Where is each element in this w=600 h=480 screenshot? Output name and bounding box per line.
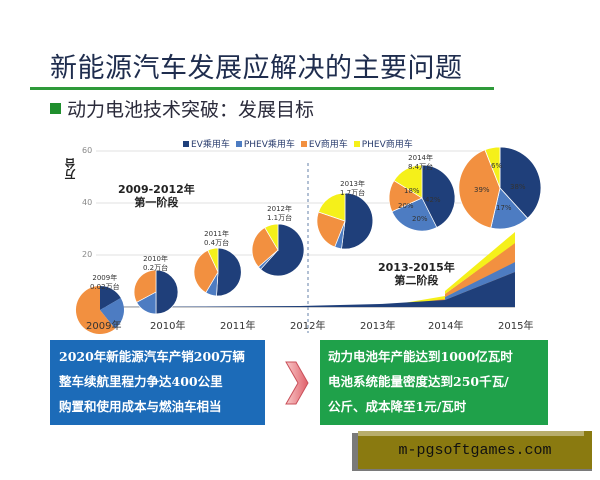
goal-line: 电池系统能量密度达到250千瓦/ — [328, 374, 509, 389]
pie-2013 — [316, 192, 374, 250]
y-tick: 20 — [82, 250, 93, 259]
goal-line: 2020年新能源汽车产销200万辆 — [59, 349, 245, 364]
slice-label: 38% — [510, 183, 526, 191]
pie-2014 — [388, 164, 456, 232]
slice-label: 6% — [491, 162, 503, 170]
legend-label: PHEV乘用车 — [243, 140, 295, 150]
x-tick: 2009年 — [86, 321, 122, 332]
pie-annotation-2013: 2013年 1.7万台 — [340, 180, 366, 197]
slice-label: 18% — [404, 187, 420, 195]
legend-item: EV乘用车 — [183, 137, 230, 150]
x-tick: 2013年 — [360, 321, 396, 332]
x-tick: 2012年 — [290, 321, 326, 332]
chart-legend: EV乘用车 PHEV乘用车 EV商用车 PHEV商用车 — [183, 137, 413, 150]
y-tick: 40 — [82, 198, 93, 207]
x-tick: 2010年 — [150, 321, 186, 332]
goal-line: 整车续航里程力争达400公里 — [59, 374, 223, 389]
pie-annotation-2014: 2014年 8.4万台 — [408, 154, 434, 171]
title-divider — [30, 87, 494, 90]
pie-2011 — [193, 247, 242, 297]
pie-2010 — [133, 269, 179, 315]
square-bullet-icon — [50, 103, 61, 114]
legend-label: PHEV商用车 — [361, 140, 413, 150]
legend-item: PHEV乘用车 — [235, 137, 295, 150]
phase-2-label: 2013-2015年 第二阶段 — [378, 261, 455, 287]
slice-label: 20% — [412, 215, 428, 223]
legend-swatch-icon — [353, 140, 360, 147]
y-tick: 60 — [82, 146, 93, 155]
vehicle-goals-box: 2020年新能源汽车产销200万辆 整车续航里程力争达400公里 购置和使用成本… — [50, 340, 265, 425]
pie-annotation-2012: 2012年 1.1万台 — [267, 205, 293, 222]
x-tick: 2014年 — [428, 321, 464, 332]
slice-label: 42% — [425, 196, 441, 204]
chevron-right-icon — [285, 361, 309, 405]
subtitle-text: 动力电池技术突破：发展目标 — [67, 99, 315, 121]
legend-swatch-icon — [183, 140, 189, 147]
legend-item: EV商用车 — [300, 137, 348, 150]
pie-annotation-2010: 2010年 0.2万台 — [143, 255, 169, 272]
slice-label: 39% — [474, 186, 490, 194]
pie-2015 — [458, 146, 542, 230]
legend-swatch-icon — [235, 140, 242, 147]
x-tick: 2015年 — [498, 321, 534, 332]
slice-label: 20% — [398, 202, 414, 210]
legend-swatch-icon — [300, 140, 307, 147]
legend-label: EV商用车 — [308, 140, 348, 150]
subtitle: 动力电池技术突破：发展目标 — [50, 95, 314, 122]
goal-line: 公斤、成本降至1元/瓦时 — [328, 399, 467, 414]
x-tick: 2011年 — [220, 321, 256, 332]
pie-annotation-2011: 2011年 0.4万台 — [204, 230, 230, 247]
watermark-highlight — [358, 431, 584, 436]
phase-1-label: 2009-2012年 第一阶段 — [118, 183, 195, 209]
pie-2009 — [75, 285, 124, 334]
goal-line: 动力电池年产能达到1000亿瓦时 — [328, 349, 513, 364]
goal-line: 购置和使用成本与燃油车相当 — [59, 399, 222, 414]
slice-label: 17% — [496, 204, 512, 212]
watermark: m-pgsoftgames.com — [358, 431, 592, 469]
page-title: 新能源汽车发展应解决的主要问题 — [50, 53, 463, 84]
battery-goals-box: 动力电池年产能达到1000亿瓦时 电池系统能量密度达到250千瓦/ 公斤、成本降… — [320, 340, 548, 425]
pie-annotation-2009: 2009年 0.02万台 — [90, 274, 120, 291]
legend-label: EV乘用车 — [191, 140, 230, 150]
legend-item: PHEV商用车 — [353, 137, 413, 150]
pie-2012 — [251, 223, 305, 277]
